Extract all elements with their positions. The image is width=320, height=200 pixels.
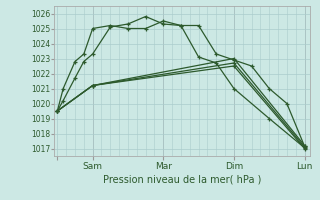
X-axis label: Pression niveau de la mer( hPa ): Pression niveau de la mer( hPa ) bbox=[103, 175, 261, 185]
